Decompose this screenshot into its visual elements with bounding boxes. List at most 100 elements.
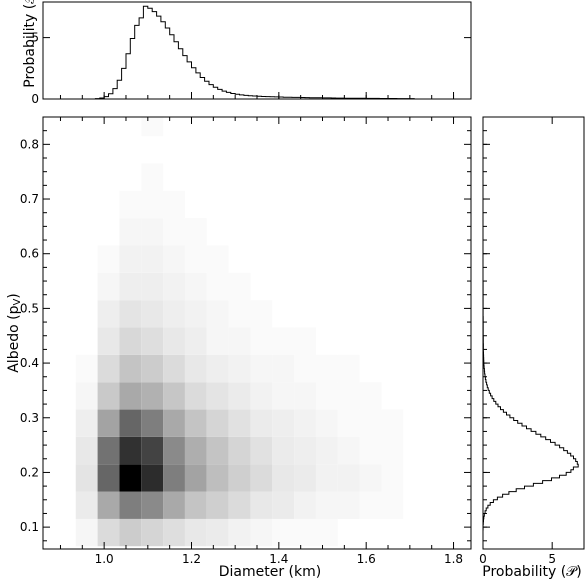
heatmap-cell <box>228 327 251 355</box>
heatmap-cell <box>163 518 185 547</box>
heatmap-cell <box>206 354 229 383</box>
heatmap-cell <box>206 245 229 273</box>
heatmap-cell <box>97 327 120 355</box>
heatmap-cell <box>163 327 185 355</box>
heatmap-cell <box>337 491 360 519</box>
heatmap-cell <box>141 464 164 492</box>
main-xtick-label: 1.2 <box>182 552 201 566</box>
heatmap-cell <box>184 464 207 492</box>
heatmap-cell <box>75 409 98 437</box>
heatmap-cell <box>272 491 295 519</box>
heatmap-cell <box>228 354 251 383</box>
heatmap-cell <box>206 272 229 301</box>
heatmap-cell <box>75 382 98 410</box>
heatmap-cell <box>163 190 185 219</box>
right-panel-xlabel: Probability (𝒫) <box>482 564 581 580</box>
heatmap-cell <box>141 518 164 547</box>
heatmap-cell <box>97 245 120 273</box>
heatmap-cell <box>119 190 142 219</box>
heatmap-cell <box>337 409 360 437</box>
heatmap-cell <box>141 300 164 328</box>
heatmap-cell <box>184 300 207 328</box>
heatmap-cell <box>337 382 360 410</box>
heatmap-cell <box>141 190 164 219</box>
heatmap-cell <box>294 382 316 410</box>
heatmap-cell <box>75 518 98 547</box>
heatmap-cell <box>228 382 251 410</box>
heatmap-cell <box>163 354 185 383</box>
right-xtick-label: 0 <box>479 552 487 566</box>
heatmap-cell <box>119 382 142 410</box>
heatmap-cell <box>359 409 382 437</box>
heatmap-cell <box>141 163 164 191</box>
heatmap-cell <box>250 327 273 355</box>
right-xtick-label: 5 <box>548 552 556 566</box>
heatmap-cell <box>337 436 360 465</box>
heatmap-cell <box>75 354 98 383</box>
heatmap-cell <box>381 464 404 492</box>
heatmap-cell <box>163 409 185 437</box>
heatmap-cell <box>315 518 338 547</box>
heatmap-cell <box>206 300 229 328</box>
heatmap-cell <box>141 117 164 137</box>
main-xtick-label: 1.4 <box>269 552 288 566</box>
heatmap-cell <box>294 327 316 355</box>
heatmap-cell <box>141 354 164 383</box>
heatmap-cell <box>206 464 229 492</box>
heatmap-cell <box>294 518 316 547</box>
heatmap-cell <box>184 491 207 519</box>
heatmap-cell <box>294 436 316 465</box>
heatmap-cell <box>272 327 295 355</box>
heatmap-cell <box>294 491 316 519</box>
heatmap-cell <box>119 436 142 465</box>
right-panel-frame <box>482 116 585 550</box>
heatmap-cell <box>141 272 164 301</box>
heatmap-cell <box>250 409 273 437</box>
heatmap-cell <box>163 300 185 328</box>
heatmap-cell <box>250 382 273 410</box>
heatmap-cell <box>184 272 207 301</box>
heatmap-cell <box>119 327 142 355</box>
heatmap-cell <box>75 436 98 465</box>
top-panel-ylabel: Probability (𝒫) <box>22 0 38 88</box>
heatmap-cell <box>228 272 251 301</box>
heatmap-cell <box>315 354 338 383</box>
top-marginal-panel: 05 Probability (𝒫) <box>22 0 472 106</box>
heatmap-cell <box>250 464 273 492</box>
heatmap-cell <box>294 464 316 492</box>
heatmap-cell <box>97 272 120 301</box>
main-ylabel-text: Albedo (p <box>6 305 22 372</box>
heatmap-cell <box>75 491 98 519</box>
main-xtick-label: 1.8 <box>444 552 463 566</box>
main-ylabel: Albedo (pV) <box>6 293 23 373</box>
heatmap-cell <box>315 409 338 437</box>
main-2d-histogram <box>75 117 404 547</box>
heatmap-cell <box>163 218 185 246</box>
heatmap-cell <box>119 272 142 301</box>
heatmap-cell <box>315 491 338 519</box>
heatmap-cell <box>119 518 142 547</box>
heatmap-cell <box>250 518 273 547</box>
main-ytick-label: 0.3 <box>20 411 39 425</box>
heatmap-cell <box>97 436 120 465</box>
heatmap-cell <box>97 491 120 519</box>
heatmap-cell <box>141 327 164 355</box>
heatmap-cell <box>381 409 404 437</box>
heatmap-cell <box>272 518 295 547</box>
main-ylabel-close: ) <box>6 293 22 298</box>
heatmap-cell <box>184 218 207 246</box>
heatmap-cell <box>184 245 207 273</box>
heatmap-cell <box>359 464 382 492</box>
main-ytick-label: 0.4 <box>20 356 39 370</box>
heatmap-cell <box>206 382 229 410</box>
heatmap-cell <box>119 409 142 437</box>
heatmap-cell <box>315 382 338 410</box>
heatmap-cell <box>228 518 251 547</box>
heatmap-cell <box>141 382 164 410</box>
heatmap-cell <box>272 464 295 492</box>
main-ytick-label: 0.1 <box>20 520 39 534</box>
heatmap-cell <box>184 354 207 383</box>
